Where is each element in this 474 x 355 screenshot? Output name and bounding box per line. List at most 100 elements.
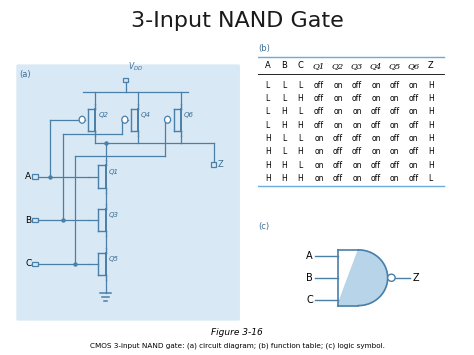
Text: Q6: Q6 xyxy=(408,62,420,70)
Text: on: on xyxy=(409,160,419,170)
Text: on: on xyxy=(371,147,381,156)
Text: off: off xyxy=(352,134,362,143)
Text: on: on xyxy=(314,174,324,183)
Text: (b): (b) xyxy=(258,44,270,53)
Text: on: on xyxy=(371,134,381,143)
Text: off: off xyxy=(371,107,381,116)
Text: on: on xyxy=(352,107,362,116)
Text: L: L xyxy=(429,174,433,183)
Text: H: H xyxy=(297,174,303,183)
Text: A: A xyxy=(25,172,31,181)
Text: on: on xyxy=(333,121,343,130)
Text: H: H xyxy=(428,94,434,103)
Text: on: on xyxy=(409,81,419,90)
Text: H: H xyxy=(297,94,303,103)
FancyBboxPatch shape xyxy=(16,65,240,321)
Text: Q1: Q1 xyxy=(313,62,325,70)
Text: off: off xyxy=(409,94,419,103)
Text: off: off xyxy=(390,160,400,170)
Text: L: L xyxy=(266,107,270,116)
Text: L: L xyxy=(298,160,302,170)
Text: off: off xyxy=(390,107,400,116)
Text: off: off xyxy=(352,81,362,90)
Circle shape xyxy=(79,116,85,123)
Text: Q1: Q1 xyxy=(109,169,118,175)
Text: H: H xyxy=(265,134,271,143)
Text: off: off xyxy=(409,121,419,130)
Text: H: H xyxy=(281,107,287,116)
Polygon shape xyxy=(337,250,388,306)
Text: H: H xyxy=(428,160,434,170)
Text: C: C xyxy=(306,295,313,305)
Text: H: H xyxy=(281,174,287,183)
Text: A: A xyxy=(306,251,313,261)
Text: on: on xyxy=(409,134,419,143)
Text: L: L xyxy=(298,81,302,90)
Text: on: on xyxy=(390,94,400,103)
Text: H: H xyxy=(428,107,434,116)
Text: H: H xyxy=(281,121,287,130)
Text: on: on xyxy=(390,147,400,156)
Text: on: on xyxy=(371,94,381,103)
Text: on: on xyxy=(390,121,400,130)
Text: Q4: Q4 xyxy=(370,62,382,70)
Text: H: H xyxy=(265,174,271,183)
Text: B: B xyxy=(25,216,31,225)
Text: on: on xyxy=(409,107,419,116)
Text: L: L xyxy=(266,94,270,103)
Text: H: H xyxy=(265,160,271,170)
Text: (c): (c) xyxy=(258,222,269,231)
Text: off: off xyxy=(352,147,362,156)
Text: off: off xyxy=(314,107,324,116)
Text: on: on xyxy=(390,174,400,183)
Text: on: on xyxy=(333,81,343,90)
Text: off: off xyxy=(333,147,343,156)
Text: off: off xyxy=(333,174,343,183)
Text: off: off xyxy=(333,134,343,143)
Text: on: on xyxy=(314,160,324,170)
Text: on: on xyxy=(333,94,343,103)
Text: on: on xyxy=(352,160,362,170)
Circle shape xyxy=(164,116,171,123)
Text: L: L xyxy=(282,94,286,103)
Text: Q6: Q6 xyxy=(184,112,194,118)
Text: on: on xyxy=(371,81,381,90)
Text: off: off xyxy=(352,94,362,103)
Text: off: off xyxy=(371,160,381,170)
Text: H: H xyxy=(428,121,434,130)
Text: off: off xyxy=(333,160,343,170)
Text: H: H xyxy=(428,147,434,156)
Text: H: H xyxy=(428,81,434,90)
Text: Z: Z xyxy=(413,273,419,283)
Text: L: L xyxy=(266,81,270,90)
Text: Q4: Q4 xyxy=(141,112,151,118)
Text: Q2: Q2 xyxy=(332,62,344,70)
Text: off: off xyxy=(314,81,324,90)
Text: on: on xyxy=(314,134,324,143)
Text: B: B xyxy=(281,61,287,70)
Text: 3-Input NAND Gate: 3-Input NAND Gate xyxy=(131,11,343,31)
Text: C: C xyxy=(25,260,31,268)
Text: on: on xyxy=(352,121,362,130)
Circle shape xyxy=(122,116,128,123)
Text: H: H xyxy=(281,160,287,170)
Text: L: L xyxy=(282,134,286,143)
Text: off: off xyxy=(371,174,381,183)
Text: Q5: Q5 xyxy=(389,62,401,70)
Text: CMOS 3-input NAND gate: (a) circuit diagram; (b) function table; (c) logic symbo: CMOS 3-input NAND gate: (a) circuit diag… xyxy=(90,343,384,349)
Text: Q3: Q3 xyxy=(109,212,118,218)
Text: A: A xyxy=(265,61,271,70)
Text: on: on xyxy=(314,147,324,156)
Text: off: off xyxy=(371,121,381,130)
Text: H: H xyxy=(265,147,271,156)
Text: Z: Z xyxy=(428,61,434,70)
Text: off: off xyxy=(409,147,419,156)
Text: L: L xyxy=(298,134,302,143)
Circle shape xyxy=(388,274,395,281)
Text: off: off xyxy=(314,121,324,130)
Text: $V_{DD}$: $V_{DD}$ xyxy=(128,61,143,73)
Text: B: B xyxy=(306,273,313,283)
Text: Figure 3-16: Figure 3-16 xyxy=(211,328,263,337)
Text: H: H xyxy=(297,121,303,130)
Text: off: off xyxy=(314,94,324,103)
